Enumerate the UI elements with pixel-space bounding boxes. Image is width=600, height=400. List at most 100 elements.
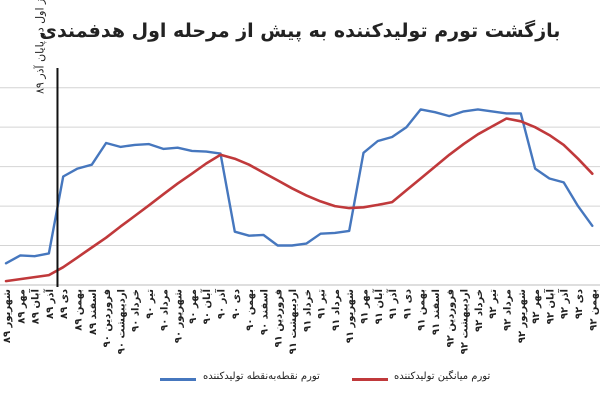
data-point-red — [334, 205, 336, 207]
data-point-blue — [477, 108, 479, 111]
data-point-blue — [176, 146, 179, 149]
data-point-red — [133, 215, 136, 217]
series-lines — [4, 108, 594, 283]
x-tick-label: اردیبهشت ۹۲ — [460, 289, 471, 354]
data-point-blue — [362, 151, 365, 154]
data-point-blue — [262, 233, 265, 236]
data-point-red — [548, 134, 551, 136]
data-point-red — [105, 236, 107, 239]
data-point-red — [148, 204, 150, 207]
data-point-red — [419, 177, 422, 180]
x-tick-label: دی ۹۰ — [231, 289, 242, 319]
data-point-blue — [62, 175, 65, 178]
data-point-blue — [205, 150, 208, 153]
data-point-red — [477, 133, 479, 136]
x-tick-label: بهمن ۹۲ — [588, 289, 599, 331]
data-point-blue — [276, 244, 279, 247]
data-point-red — [5, 280, 7, 282]
data-point-red — [305, 194, 308, 197]
data-point-red — [391, 201, 393, 204]
data-point-blue — [419, 108, 422, 111]
data-point-red — [262, 171, 265, 174]
data-point-blue — [5, 262, 7, 265]
data-point-red — [276, 179, 279, 182]
legend: تورم میانگین تولیدکننده تورم نقطه‌به‌نقط… — [0, 368, 600, 390]
data-point-red — [62, 266, 65, 269]
data-point-blue — [448, 115, 451, 118]
data-point-red — [233, 157, 236, 160]
x-tick-label: شهریور ۸۹ — [2, 289, 13, 343]
x-tick-label: آذر ۹۰ — [215, 288, 228, 319]
x-tick-label: آبان ۸۹ — [29, 288, 42, 324]
data-point-blue — [577, 205, 579, 207]
x-tick-label: اسفند ۹۰ — [259, 289, 270, 335]
data-point-blue — [119, 146, 122, 148]
x-tick-label: تیر ۹۱ — [317, 289, 328, 319]
x-tick-label: آبان ۹۰ — [200, 288, 213, 324]
legend-label-red: تورم میانگین تولیدکننده — [394, 371, 491, 382]
data-point-red — [462, 143, 465, 146]
data-point-blue — [348, 230, 351, 232]
data-point-red — [434, 165, 436, 168]
data-point-blue — [319, 232, 322, 235]
data-point-red — [219, 153, 222, 156]
phase-annotation: اجرای فاز اول در پایان آذر ۸۹ — [32, 0, 46, 94]
x-tick-label: شهریور ۹۱ — [345, 289, 356, 343]
x-tick-label: دی ۹۱ — [402, 289, 413, 319]
x-tick-label: دی ۹۲ — [574, 289, 585, 319]
x-tick-label: اردیبهشت ۹۱ — [288, 289, 299, 354]
data-point-blue — [334, 232, 336, 234]
data-point-blue — [405, 126, 408, 129]
x-tick-label: فروردین ۹۰ — [102, 289, 113, 347]
data-point-red — [176, 182, 179, 185]
data-point-blue — [19, 254, 22, 257]
x-tick-label: آذر ۹۱ — [386, 288, 399, 319]
series-line-red — [4, 117, 594, 283]
x-tick-label: مرداد ۹۲ — [503, 289, 514, 331]
data-point-red — [19, 278, 22, 280]
data-point-blue — [591, 224, 594, 227]
data-point-blue — [148, 143, 150, 146]
data-point-red — [562, 144, 565, 146]
data-point-blue — [391, 136, 393, 138]
data-point-red — [205, 162, 208, 165]
x-tick-label: مهر ۹۱ — [360, 289, 371, 324]
data-point-red — [362, 206, 365, 209]
data-point-blue — [33, 255, 36, 258]
data-point-red — [248, 163, 251, 166]
x-tick-label: مرداد ۹۰ — [159, 289, 170, 331]
data-point-red — [48, 274, 50, 277]
data-point-blue — [191, 149, 193, 152]
x-tick-label: بهمن ۹۱ — [417, 289, 428, 331]
data-point-red — [491, 125, 494, 128]
grid — [0, 87, 600, 286]
x-tick-label: اسفند ۸۹ — [88, 289, 99, 335]
x-tick-label: تیر ۹۲ — [488, 289, 499, 319]
x-tick-label: مرداد ۹۱ — [331, 289, 342, 331]
data-point-red — [90, 246, 93, 249]
legend-swatch-red — [352, 378, 388, 381]
data-point-red — [162, 193, 165, 196]
data-point-blue — [462, 110, 465, 113]
data-point-red — [505, 117, 508, 120]
x-tick-label: خرداد ۹۰ — [131, 289, 142, 332]
data-point-blue — [534, 167, 536, 170]
data-point-blue — [519, 112, 522, 115]
x-tick-label: مهر ۹۰ — [188, 289, 199, 324]
legend-item-blue: تورم نقطه‌به‌نقطه تولیدکننده — [0, 368, 320, 390]
phase-marker: اجرای فاز اول در پایان آذر ۸۹ — [32, 0, 59, 287]
data-point-red — [191, 172, 193, 175]
data-point-red — [348, 207, 351, 209]
data-point-red — [33, 276, 36, 279]
legend-item-red: تورم میانگین تولیدکننده — [240, 368, 490, 390]
x-tick-label: خرداد ۹۱ — [302, 289, 313, 332]
x-tick-label: فروردین ۹۱ — [274, 289, 285, 347]
x-tick-label: دی ۸۹ — [59, 289, 70, 319]
data-point-red — [448, 153, 451, 156]
x-tick-label: مهر ۸۹ — [16, 289, 27, 324]
data-point-red — [591, 172, 594, 175]
series-line-blue — [4, 108, 594, 265]
data-point-red — [119, 225, 122, 228]
